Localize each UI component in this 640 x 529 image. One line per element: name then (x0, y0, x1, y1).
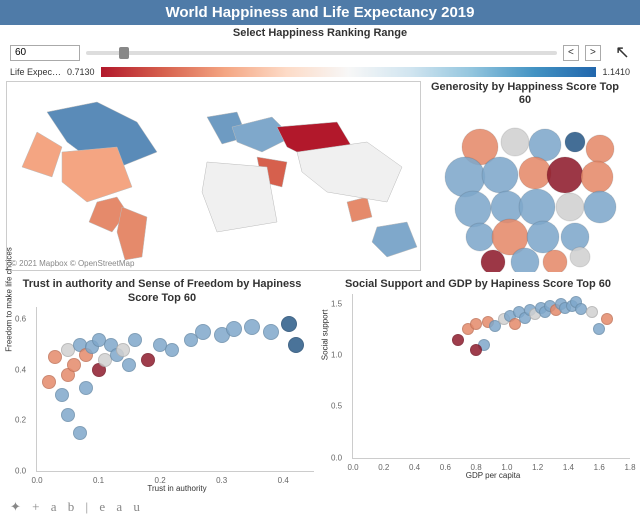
cursor-icon: ↖ (615, 42, 630, 63)
slider-track[interactable] (86, 51, 557, 55)
tableau-logo: ✦ + a b | e a u (0, 495, 640, 519)
world-map[interactable]: © 2021 Mapbox © OpenStreetMap (6, 81, 421, 271)
slider-thumb[interactable] (119, 47, 129, 59)
scatter1-title: Trust in authority and Sense of Freedom … (6, 276, 318, 306)
legend-gradient (101, 67, 597, 77)
color-legend: Life Expec… 0.7130 1.1410 (0, 65, 640, 79)
slider-value-input[interactable] (10, 45, 80, 61)
bubble-svg[interactable] (425, 107, 625, 272)
scatter1-ylabel: Freedom to make life choices (5, 247, 14, 352)
scatter2-panel: Social Support and GDP by Hapiness Score… (322, 276, 634, 492)
scatter1-plot[interactable]: Freedom to make life choices 0.00.20.40.… (36, 307, 314, 472)
scatter2-ylabel: Social support (321, 309, 330, 360)
legend-label: Life Expec… (10, 67, 61, 77)
dashboard-title: World Happiness and Life Expectancy 2019 (0, 0, 640, 25)
slider-next-button[interactable]: > (585, 45, 601, 61)
scatter1-panel: Trust in authority and Sense of Freedom … (6, 276, 318, 492)
map-attribution: © 2021 Mapbox © OpenStreetMap (11, 259, 134, 268)
legend-max: 1.1410 (602, 67, 630, 77)
slider-label: Select Happiness Ranking Range (0, 25, 640, 40)
slider-row: < > ↖ (0, 40, 640, 65)
scatter2-plot[interactable]: Social support 0.00.51.01.50.00.20.40.60… (352, 294, 630, 459)
bubble-title: Generosity by Happiness Score Top 60 (425, 81, 625, 107)
bubble-chart-panel: Generosity by Happiness Score Top 60 (425, 81, 625, 272)
scatter2-xlabel: GDP per capita (352, 459, 634, 480)
legend-min: 0.7130 (67, 67, 95, 77)
scatter2-title: Social Support and GDP by Hapiness Score… (322, 276, 634, 293)
map-svg (7, 82, 420, 270)
slider-prev-button[interactable]: < (563, 45, 579, 61)
scatter1-xlabel: Trust in authority (36, 472, 318, 493)
